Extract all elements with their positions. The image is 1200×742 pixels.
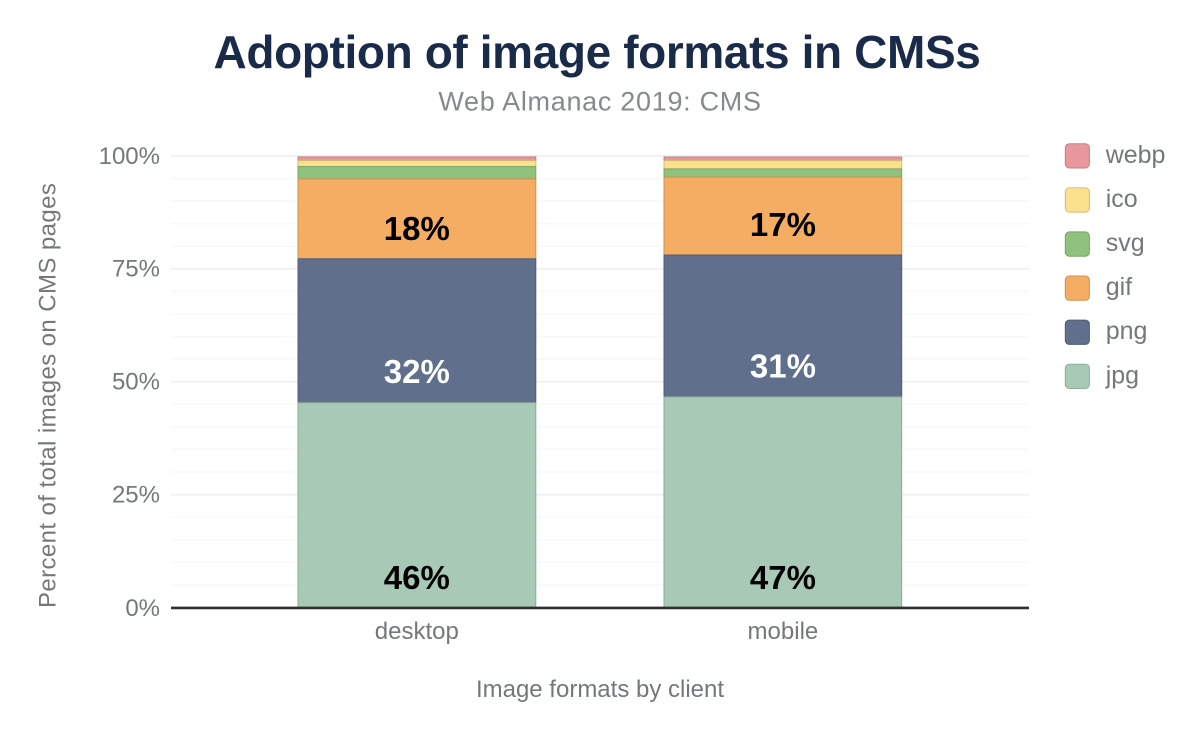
svg-text:gif: gif: [1106, 273, 1132, 301]
svg-text:Web Almanac 2019: CMS: Web Almanac 2019: CMS: [438, 87, 761, 117]
svg-text:Percent of total images on CMS: Percent of total images on CMS pages: [35, 183, 62, 608]
svg-text:mobile: mobile: [748, 618, 819, 645]
svg-text:75%: 75%: [112, 256, 160, 283]
svg-text:100%: 100%: [99, 143, 160, 170]
svg-text:ico: ico: [1106, 185, 1138, 213]
svg-text:Adoption of image formats in C: Adoption of image formats in CMSs: [214, 26, 981, 78]
svg-text:31%: 31%: [750, 347, 816, 384]
svg-text:47%: 47%: [750, 559, 816, 596]
svg-text:0%: 0%: [125, 595, 160, 622]
svg-text:17%: 17%: [750, 206, 816, 243]
svg-text:desktop: desktop: [375, 618, 459, 645]
svg-text:25%: 25%: [112, 482, 160, 509]
svg-text:webp: webp: [1105, 141, 1166, 169]
svg-text:18%: 18%: [384, 210, 450, 247]
svg-text:46%: 46%: [384, 559, 450, 596]
svg-text:Image formats by client: Image formats by client: [476, 676, 724, 703]
svg-text:svg: svg: [1106, 229, 1145, 257]
svg-text:png: png: [1106, 317, 1148, 345]
svg-text:50%: 50%: [112, 369, 160, 396]
svg-text:32%: 32%: [384, 353, 450, 390]
svg-text:jpg: jpg: [1105, 361, 1139, 389]
